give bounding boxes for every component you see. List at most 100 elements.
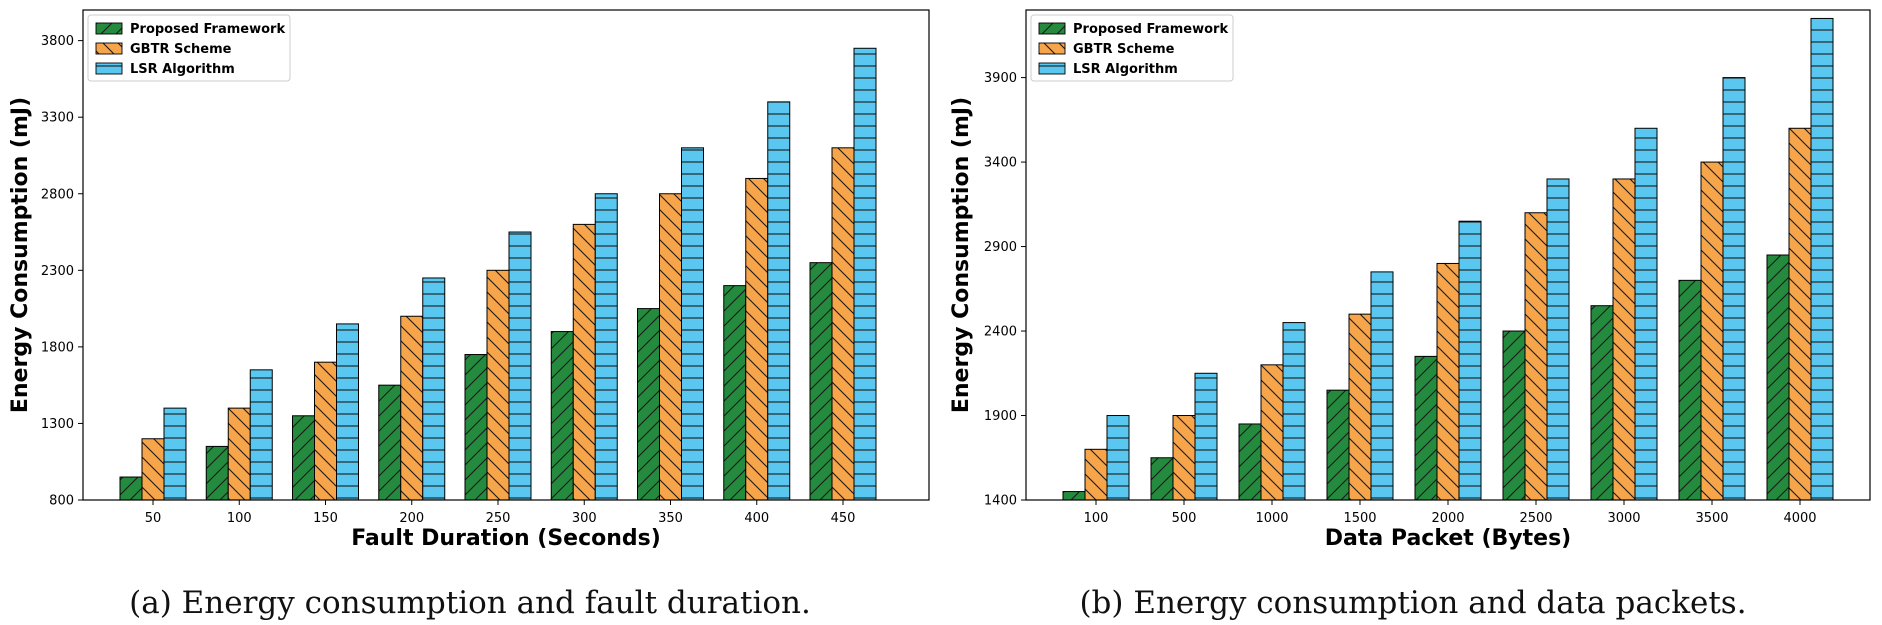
bar-gbtr-scheme-500 <box>1172 415 1196 501</box>
bar-lsr-algorithm-3000 <box>1634 127 1658 501</box>
legend-swatch-proposed-framework <box>95 22 123 35</box>
x-tick-label: 50 <box>145 511 162 526</box>
x-tick-label: 100 <box>227 511 252 526</box>
y-tick-label: 3300 <box>41 111 74 126</box>
legend: Proposed Framework GBTR Scheme LSR Algorit… <box>1030 14 1234 82</box>
bar-gbtr-scheme-1000 <box>1260 364 1284 501</box>
bar-proposed-framework-400 <box>723 285 747 501</box>
bar-lsr-algorithm-150 <box>336 323 359 501</box>
bar-lsr-algorithm-100 <box>1106 415 1130 501</box>
y-tick-label: 3900 <box>984 71 1017 86</box>
bar-proposed-framework-50 <box>119 476 143 501</box>
bar-gbtr-scheme-200 <box>400 315 424 501</box>
bar-gbtr-scheme-3000 <box>1612 178 1636 501</box>
bar-proposed-framework-100 <box>1062 491 1086 501</box>
y-tick-label: 2400 <box>984 325 1017 340</box>
x-tick-label: 450 <box>831 511 856 526</box>
bar-proposed-framework-3000 <box>1590 305 1614 501</box>
bar-lsr-algorithm-4000 <box>1810 17 1834 501</box>
y-tick-label: 3800 <box>41 34 74 49</box>
x-tick-label: 2000 <box>1431 511 1464 526</box>
bar-lsr-algorithm-1000 <box>1282 322 1306 501</box>
bar-lsr-algorithm-3500 <box>1722 77 1746 501</box>
bar-gbtr-scheme-400 <box>745 177 769 501</box>
legend-swatch-proposed-framework <box>1038 22 1066 35</box>
legend-swatch-gbtr-scheme <box>1038 42 1066 55</box>
legend-swatch-gbtr-scheme <box>95 42 123 55</box>
x-tick-label: 3000 <box>1607 511 1640 526</box>
x-tick-label: 100 <box>1084 511 1109 526</box>
bar-gbtr-scheme-150 <box>314 361 337 501</box>
x-tick-label: 3500 <box>1695 511 1728 526</box>
bar-lsr-algorithm-2000 <box>1458 220 1482 501</box>
bar-gbtr-scheme-100 <box>1084 448 1108 501</box>
legend-label-lsr-algorithm: LSR Algorithm <box>1073 62 1178 77</box>
x-tick-label: 250 <box>486 511 511 526</box>
y-tick-label: 800 <box>49 494 74 509</box>
x-tick-label: 350 <box>658 511 683 526</box>
x-axis-label: Data Packet (Bytes) <box>1325 526 1571 551</box>
bar-proposed-framework-2500 <box>1502 330 1526 501</box>
y-tick-label: 3400 <box>984 156 1017 171</box>
bar-proposed-framework-300 <box>550 331 574 501</box>
bar-gbtr-scheme-450 <box>831 147 855 501</box>
bar-proposed-framework-350 <box>637 308 660 501</box>
bar-gbtr-scheme-3500 <box>1700 161 1724 501</box>
bar-gbtr-scheme-350 <box>659 193 682 501</box>
bar-lsr-algorithm-500 <box>1194 372 1218 501</box>
bar-lsr-algorithm-450 <box>853 47 877 501</box>
bar-proposed-framework-450 <box>809 262 833 501</box>
y-tick-label: 1300 <box>41 417 74 432</box>
x-tick-label: 1000 <box>1255 511 1288 526</box>
x-tick-label: 500 <box>1172 511 1197 526</box>
bar-proposed-framework-3500 <box>1678 279 1702 501</box>
x-tick-label: 2500 <box>1519 511 1552 526</box>
x-tick-label: 1500 <box>1343 511 1376 526</box>
bar-lsr-algorithm-300 <box>594 193 618 501</box>
y-tick-label: 2300 <box>41 264 74 279</box>
x-tick-label: 150 <box>313 511 338 526</box>
y-axis-label: Energy Consumption (mJ) <box>949 97 974 413</box>
chart-energy-vs-fault-duration: 800 1300 1800 2300 2800 3300 3800 50 100 150 200 25… <box>8 9 930 551</box>
legend-label-gbtr-scheme: GBTR Scheme <box>130 42 232 57</box>
plot-frame <box>82 9 930 501</box>
bar-lsr-algorithm-1500 <box>1370 271 1394 501</box>
caption-b: (b) Energy consumption and data packets. <box>1079 585 1747 621</box>
legend-label-lsr-algorithm: LSR Algorithm <box>130 62 235 77</box>
legend-box <box>87 14 291 82</box>
y-axis-label: Energy Consumption (mJ) <box>8 97 33 413</box>
y-tick-label: 1800 <box>41 340 74 355</box>
bar-proposed-framework-500 <box>1150 457 1174 501</box>
bar-proposed-framework-200 <box>378 384 402 501</box>
bar-proposed-framework-4000 <box>1766 254 1790 501</box>
bar-lsr-algorithm-50 <box>163 407 187 501</box>
bar-proposed-framework-100 <box>205 445 229 501</box>
bar-gbtr-scheme-2500 <box>1524 212 1548 501</box>
bar-gbtr-scheme-2000 <box>1436 262 1460 501</box>
bar-proposed-framework-1500 <box>1326 389 1350 501</box>
bar-gbtr-scheme-300 <box>572 223 596 501</box>
bar-gbtr-scheme-250 <box>486 269 510 501</box>
legend-label-proposed-framework: Proposed Framework <box>130 22 285 37</box>
y-tick-label: 1400 <box>984 494 1017 509</box>
legend-swatch-lsr-algorithm <box>95 62 123 75</box>
x-tick-label: 4000 <box>1783 511 1816 526</box>
caption-a: (a) Energy consumption and fault duratio… <box>129 585 811 621</box>
y-tick-label: 2900 <box>984 240 1017 255</box>
bar-lsr-algorithm-2500 <box>1546 178 1570 501</box>
legend-label-gbtr-scheme: GBTR Scheme <box>1073 42 1175 57</box>
bar-gbtr-scheme-100 <box>227 407 251 501</box>
x-axis-label: Fault Duration (Seconds) <box>351 526 661 551</box>
legend-box <box>1030 14 1234 82</box>
x-tick-label: 300 <box>572 511 597 526</box>
bar-lsr-algorithm-250 <box>508 231 532 501</box>
bar-lsr-algorithm-350 <box>681 147 704 501</box>
chart-energy-vs-data-packet: 1400 1900 2400 2900 3400 3900 100 500 1000 1500 20… <box>949 9 1871 551</box>
bar-lsr-algorithm-100 <box>249 369 273 501</box>
x-tick-label: 400 <box>744 511 769 526</box>
bar-lsr-algorithm-200 <box>422 277 446 501</box>
bar-lsr-algorithm-400 <box>767 101 791 501</box>
legend: Proposed Framework GBTR Scheme LSR Algorit… <box>87 14 291 82</box>
legend-swatch-lsr-algorithm <box>1038 62 1066 75</box>
